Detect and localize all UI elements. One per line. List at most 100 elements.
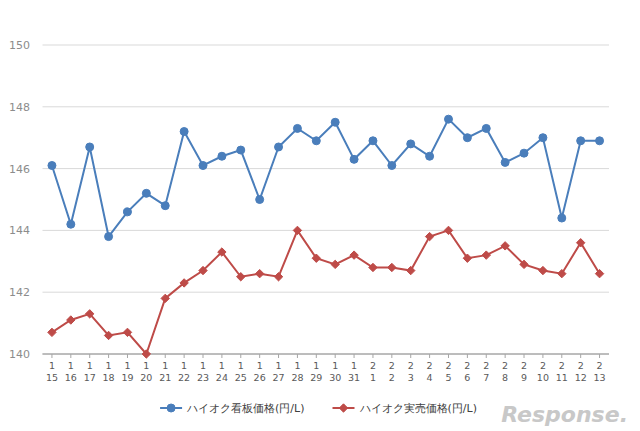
- data-point: [350, 251, 358, 259]
- data-point: [444, 115, 452, 123]
- x-tick: [410, 354, 411, 358]
- data-point: [558, 269, 566, 277]
- data-point: [444, 226, 452, 234]
- x-tick: [486, 354, 487, 358]
- x-tick: [354, 354, 355, 358]
- x-tick: [259, 354, 260, 358]
- x-tick-label-line: 3: [408, 372, 414, 383]
- legend-marker: [167, 404, 175, 412]
- x-tick-label: 23: [408, 360, 414, 383]
- x-tick-label-line: 2: [521, 360, 527, 371]
- x-tick: [297, 354, 298, 358]
- x-tick-label-line: 15: [46, 372, 58, 383]
- x-tick-label-line: 1: [294, 360, 300, 371]
- x-tick-label-line: 24: [216, 372, 228, 383]
- x-tick-label-line: 21: [159, 372, 171, 383]
- data-point: [86, 143, 94, 151]
- x-tick: [184, 354, 185, 358]
- x-tick-label-line: 9: [521, 372, 527, 383]
- data-point: [123, 328, 131, 336]
- x-tick-label-line: 7: [483, 372, 489, 383]
- x-tick-label: 131: [348, 360, 360, 383]
- data-point: [237, 146, 245, 154]
- x-tick-label-line: 6: [464, 372, 470, 383]
- x-tick-label-line: 1: [49, 360, 55, 371]
- x-tick-label-line: 19: [121, 372, 133, 383]
- data-point: [369, 263, 377, 271]
- data-point: [256, 196, 264, 204]
- x-tick: [203, 354, 204, 358]
- x-tick-label: 127: [272, 360, 284, 383]
- x-tick-label: 129: [310, 360, 322, 383]
- data-point: [520, 149, 528, 157]
- x-tick-label-line: 29: [310, 372, 322, 383]
- x-tick: [278, 354, 279, 358]
- data-point: [388, 162, 396, 170]
- x-tick-label-line: 4: [427, 372, 433, 383]
- x-tick: [70, 354, 71, 358]
- x-tick-label-line: 16: [65, 372, 77, 383]
- grid-line: [43, 168, 610, 169]
- data-point: [86, 310, 94, 318]
- x-tick-label: 26: [464, 360, 470, 383]
- data-point: [463, 254, 471, 262]
- x-tick-label-line: 1: [313, 360, 319, 371]
- x-tick-label-line: 1: [351, 360, 357, 371]
- x-tick-label-line: 1: [162, 360, 168, 371]
- data-point: [67, 220, 75, 228]
- legend-label: ハイオク実売価格(円/L): [359, 402, 477, 415]
- data-point: [199, 266, 207, 274]
- data-point: [105, 233, 113, 241]
- x-tick-label-line: 23: [197, 372, 209, 383]
- data-point: [293, 226, 301, 234]
- data-point: [48, 328, 56, 336]
- x-tick-label-line: 2: [389, 360, 395, 371]
- data-point: [501, 158, 509, 166]
- data-point: [595, 269, 603, 277]
- x-tick-label: 121: [159, 360, 171, 383]
- data-point: [539, 266, 547, 274]
- data-point: [104, 331, 112, 339]
- x-tick-label: 122: [178, 360, 190, 383]
- x-tick-label-line: 2: [408, 360, 414, 371]
- data-point: [558, 214, 566, 222]
- data-point: [576, 239, 584, 247]
- x-tick-label-line: 2: [464, 360, 470, 371]
- legend-marker: [339, 404, 347, 412]
- x-tick: [467, 354, 468, 358]
- data-point: [274, 273, 282, 281]
- data-point: [142, 350, 150, 358]
- data-point: [199, 162, 207, 170]
- x-tick: [599, 354, 600, 358]
- x-tick-label-line: 2: [370, 360, 376, 371]
- data-point: [123, 208, 131, 216]
- data-point: [293, 124, 301, 132]
- data-point: [577, 137, 585, 145]
- data-point: [331, 260, 339, 268]
- x-tick-label-line: 28: [291, 372, 303, 383]
- data-point: [48, 162, 56, 170]
- x-tick-label-line: 20: [140, 372, 152, 383]
- y-tick-label: 146: [9, 163, 30, 176]
- x-tick: [505, 354, 506, 358]
- x-tick-label: 117: [84, 360, 96, 383]
- data-point: [596, 137, 604, 145]
- x-tick-label-line: 1: [200, 360, 206, 371]
- data-point: [539, 134, 547, 142]
- watermark: Response.: [501, 402, 628, 427]
- x-tick: [240, 354, 241, 358]
- x-tick-label: 213: [594, 360, 606, 383]
- x-tick-label: 116: [65, 360, 77, 383]
- x-tick-label-line: 2: [483, 360, 489, 371]
- x-tick-label-line: 1: [332, 360, 338, 371]
- x-tick-label-line: 2: [540, 360, 546, 371]
- x-tick: [524, 354, 525, 358]
- x-tick-label: 21: [370, 360, 376, 383]
- x-tick-label-line: 10: [537, 372, 549, 383]
- x-tick-label-line: 1: [181, 360, 187, 371]
- x-tick-label-line: 11: [556, 372, 568, 383]
- data-point: [350, 155, 358, 163]
- chart: 1401421441461481501151161171181191201211…: [0, 0, 640, 431]
- x-tick: [335, 354, 336, 358]
- x-tick-label: 212: [575, 360, 587, 383]
